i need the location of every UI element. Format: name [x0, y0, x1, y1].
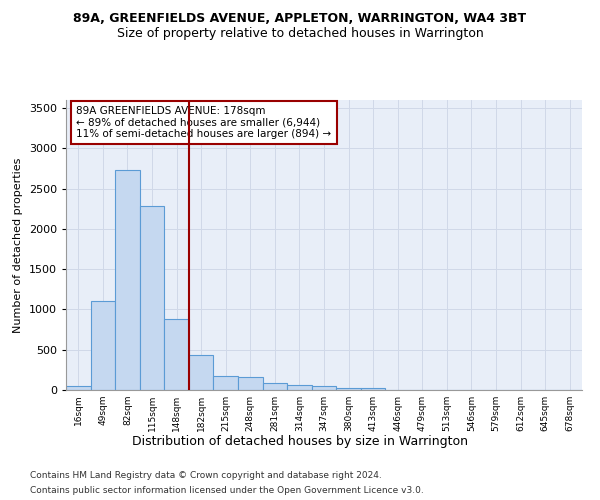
Bar [66, 386, 91, 390]
Bar [238, 376, 263, 390]
Bar [189, 356, 214, 390]
Bar [361, 388, 385, 390]
Bar [164, 319, 189, 390]
Bar [336, 388, 361, 390]
Text: Contains public sector information licensed under the Open Government Licence v3: Contains public sector information licen… [30, 486, 424, 495]
Text: 89A, GREENFIELDS AVENUE, APPLETON, WARRINGTON, WA4 3BT: 89A, GREENFIELDS AVENUE, APPLETON, WARRI… [73, 12, 527, 26]
Text: Size of property relative to detached houses in Warrington: Size of property relative to detached ho… [116, 28, 484, 40]
Bar [91, 302, 115, 390]
Bar [287, 385, 312, 390]
Bar [115, 170, 140, 390]
Y-axis label: Number of detached properties: Number of detached properties [13, 158, 23, 332]
Text: Contains HM Land Registry data © Crown copyright and database right 2024.: Contains HM Land Registry data © Crown c… [30, 471, 382, 480]
Text: 89A GREENFIELDS AVENUE: 178sqm
← 89% of detached houses are smaller (6,944)
11% : 89A GREENFIELDS AVENUE: 178sqm ← 89% of … [76, 106, 331, 139]
Bar [263, 383, 287, 390]
Text: Distribution of detached houses by size in Warrington: Distribution of detached houses by size … [132, 435, 468, 448]
Bar [214, 376, 238, 390]
Bar [140, 206, 164, 390]
Bar [312, 386, 336, 390]
